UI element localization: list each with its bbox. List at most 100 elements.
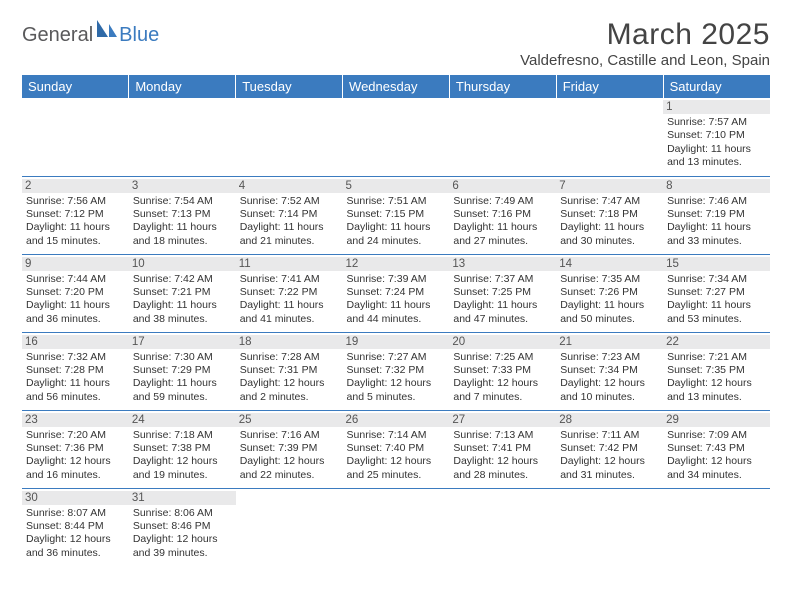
- day-number: 28: [556, 413, 663, 427]
- sunset-line: Sunset: 7:12 PM: [26, 208, 125, 221]
- calendar-day-cell: 13 Sunrise: 7:37 AMSunset: 7:25 PMDayligh…: [449, 254, 556, 332]
- sunrise-line: Sunrise: 7:46 AM: [667, 195, 766, 208]
- sunset-line: Sunset: 7:41 PM: [453, 442, 552, 455]
- daylight-line: Daylight: 11 hours and 18 minutes.: [133, 221, 232, 248]
- day-number: 13: [449, 257, 556, 271]
- sunset-line: Sunset: 7:25 PM: [453, 286, 552, 299]
- sunrise-line: Sunrise: 7:42 AM: [133, 273, 232, 286]
- calendar-day-cell: [343, 98, 450, 176]
- calendar-day-cell: [236, 98, 343, 176]
- day-data: Sunrise: 7:16 AMSunset: 7:39 PMDaylight:…: [240, 429, 339, 483]
- day-data: Sunrise: 7:47 AMSunset: 7:18 PMDaylight:…: [560, 195, 659, 249]
- sunrise-line: Sunrise: 7:34 AM: [667, 273, 766, 286]
- calendar-table: SundayMondayTuesdayWednesdayThursdayFrid…: [22, 75, 770, 566]
- sunset-line: Sunset: 7:22 PM: [240, 286, 339, 299]
- day-data: Sunrise: 7:51 AMSunset: 7:15 PMDaylight:…: [347, 195, 446, 249]
- day-number: 14: [556, 257, 663, 271]
- calendar-head: SundayMondayTuesdayWednesdayThursdayFrid…: [22, 75, 770, 98]
- day-data: Sunrise: 7:34 AMSunset: 7:27 PMDaylight:…: [667, 273, 766, 327]
- calendar-day-cell: 3Sunrise: 7:54 AMSunset: 7:13 PMDaylight…: [129, 176, 236, 254]
- calendar-day-cell: 21Sunrise: 7:23 AMSunset: 7:34 PMDayligh…: [556, 332, 663, 410]
- day-number: 30: [22, 491, 129, 505]
- calendar-day-cell: 25Sunrise: 7:16 AMSunset: 7:39 PMDayligh…: [236, 410, 343, 488]
- day-number: 11: [236, 257, 343, 271]
- day-number: 18: [236, 335, 343, 349]
- day-number: 2: [22, 179, 129, 193]
- calendar-day-cell: 31 Sunrise: 8:06 AMSunset: 8:46 PMDayligh…: [129, 488, 236, 566]
- sunset-line: Sunset: 7:15 PM: [347, 208, 446, 221]
- day-number: 1: [663, 100, 770, 114]
- day-data: Sunrise: 7:35 AMSunset: 7:26 PMDaylight:…: [560, 273, 659, 327]
- calendar-day-cell: 23Sunrise: 7:20 AMSunset: 7:36 PMDayligh…: [22, 410, 129, 488]
- sunrise-line: Sunrise: 7:52 AM: [240, 195, 339, 208]
- day-data: Sunrise: 7:32 AMSunset: 7:28 PMDaylight:…: [26, 351, 125, 405]
- calendar-day-cell: 18Sunrise: 7:28 AMSunset: 7:31 PMDayligh…: [236, 332, 343, 410]
- daylight-line: Daylight: 12 hours and 25 minutes.: [347, 455, 446, 482]
- sunset-line: Sunset: 7:21 PM: [133, 286, 232, 299]
- logo: General Blue: [22, 24, 159, 47]
- day-number: 9: [22, 257, 129, 271]
- sunrise-line: Sunrise: 8:07 AM: [26, 507, 125, 520]
- calendar-day-cell: 7Sunrise: 7:47 AMSunset: 7:18 PMDaylight…: [556, 176, 663, 254]
- calendar-day-cell: [449, 488, 556, 566]
- sunrise-line: Sunrise: 7:09 AM: [667, 429, 766, 442]
- day-data: Sunrise: 7:09 AMSunset: 7:43 PMDaylight:…: [667, 429, 766, 483]
- calendar-day-cell: 15Sunrise: 7:34 AMSunset: 7:27 PMDayligh…: [663, 254, 770, 332]
- day-number: 19: [343, 335, 450, 349]
- daylight-line: Daylight: 12 hours and 22 minutes.: [240, 455, 339, 482]
- sunset-line: Sunset: 7:10 PM: [667, 129, 766, 142]
- calendar-day-cell: 22Sunrise: 7:21 AMSunset: 7:35 PMDayligh…: [663, 332, 770, 410]
- day-number: 27: [449, 413, 556, 427]
- calendar-day-cell: 24Sunrise: 7:18 AMSunset: 7:38 PMDayligh…: [129, 410, 236, 488]
- daylight-line: Daylight: 11 hours and 13 minutes.: [667, 143, 766, 170]
- daylight-line: Daylight: 12 hours and 34 minutes.: [667, 455, 766, 482]
- sunrise-line: Sunrise: 7:35 AM: [560, 273, 659, 286]
- day-data: Sunrise: 7:37 AMSunset: 7:25 PMDaylight:…: [453, 273, 552, 327]
- day-number: 8: [663, 179, 770, 193]
- calendar-day-cell: [556, 488, 663, 566]
- daylight-line: Daylight: 11 hours and 30 minutes.: [560, 221, 659, 248]
- logo-text-main: General: [22, 24, 93, 47]
- calendar-day-cell: 4Sunrise: 7:52 AMSunset: 7:14 PMDaylight…: [236, 176, 343, 254]
- calendar-week-row: 16Sunrise: 7:32 AMSunset: 7:28 PMDayligh…: [22, 332, 770, 410]
- day-data: Sunrise: 7:27 AMSunset: 7:32 PMDaylight:…: [347, 351, 446, 405]
- sunset-line: Sunset: 8:44 PM: [26, 520, 125, 533]
- sunset-line: Sunset: 7:31 PM: [240, 364, 339, 377]
- sunset-line: Sunset: 7:14 PM: [240, 208, 339, 221]
- sunset-line: Sunset: 7:32 PM: [347, 364, 446, 377]
- calendar-day-cell: [22, 98, 129, 176]
- calendar-day-cell: 6Sunrise: 7:49 AMSunset: 7:16 PMDaylight…: [449, 176, 556, 254]
- calendar-week-row: 2Sunrise: 7:56 AMSunset: 7:12 PMDaylight…: [22, 176, 770, 254]
- sunrise-line: Sunrise: 7:47 AM: [560, 195, 659, 208]
- day-number: 5: [343, 179, 450, 193]
- sunset-line: Sunset: 8:46 PM: [133, 520, 232, 533]
- calendar-body: 1Sunrise: 7:57 AMSunset: 7:10 PMDaylight…: [22, 98, 770, 566]
- day-data: Sunrise: 8:06 AMSunset: 8:46 PMDaylight:…: [133, 507, 232, 561]
- day-data: Sunrise: 7:21 AMSunset: 7:35 PMDaylight:…: [667, 351, 766, 405]
- day-data: Sunrise: 7:25 AMSunset: 7:33 PMDaylight:…: [453, 351, 552, 405]
- day-number: 31: [129, 491, 236, 505]
- calendar-day-cell: 26Sunrise: 7:14 AMSunset: 7:40 PMDayligh…: [343, 410, 450, 488]
- sunset-line: Sunset: 7:16 PM: [453, 208, 552, 221]
- sunrise-line: Sunrise: 7:25 AM: [453, 351, 552, 364]
- sunrise-line: Sunrise: 7:41 AM: [240, 273, 339, 286]
- daylight-line: Daylight: 12 hours and 5 minutes.: [347, 377, 446, 404]
- sunset-line: Sunset: 7:38 PM: [133, 442, 232, 455]
- sunrise-line: Sunrise: 7:49 AM: [453, 195, 552, 208]
- daylight-line: Daylight: 12 hours and 2 minutes.: [240, 377, 339, 404]
- day-number: 20: [449, 335, 556, 349]
- sunrise-line: Sunrise: 7:18 AM: [133, 429, 232, 442]
- calendar-day-cell: 19 Sunrise: 7:27 AMSunset: 7:32 PMDayligh…: [343, 332, 450, 410]
- weekday-header: Thursday: [449, 75, 556, 98]
- sunrise-line: Sunrise: 7:30 AM: [133, 351, 232, 364]
- sunset-line: Sunset: 7:24 PM: [347, 286, 446, 299]
- day-number: 3: [129, 179, 236, 193]
- sunrise-line: Sunrise: 7:32 AM: [26, 351, 125, 364]
- calendar-week-row: 23Sunrise: 7:20 AMSunset: 7:36 PMDayligh…: [22, 410, 770, 488]
- weekday-header: Sunday: [22, 75, 129, 98]
- calendar-day-cell: 29Sunrise: 7:09 AMSunset: 7:43 PMDayligh…: [663, 410, 770, 488]
- day-data: Sunrise: 7:52 AMSunset: 7:14 PMDaylight:…: [240, 195, 339, 249]
- day-data: Sunrise: 7:30 AMSunset: 7:29 PMDaylight:…: [133, 351, 232, 405]
- sunrise-line: Sunrise: 7:57 AM: [667, 116, 766, 129]
- sunset-line: Sunset: 7:19 PM: [667, 208, 766, 221]
